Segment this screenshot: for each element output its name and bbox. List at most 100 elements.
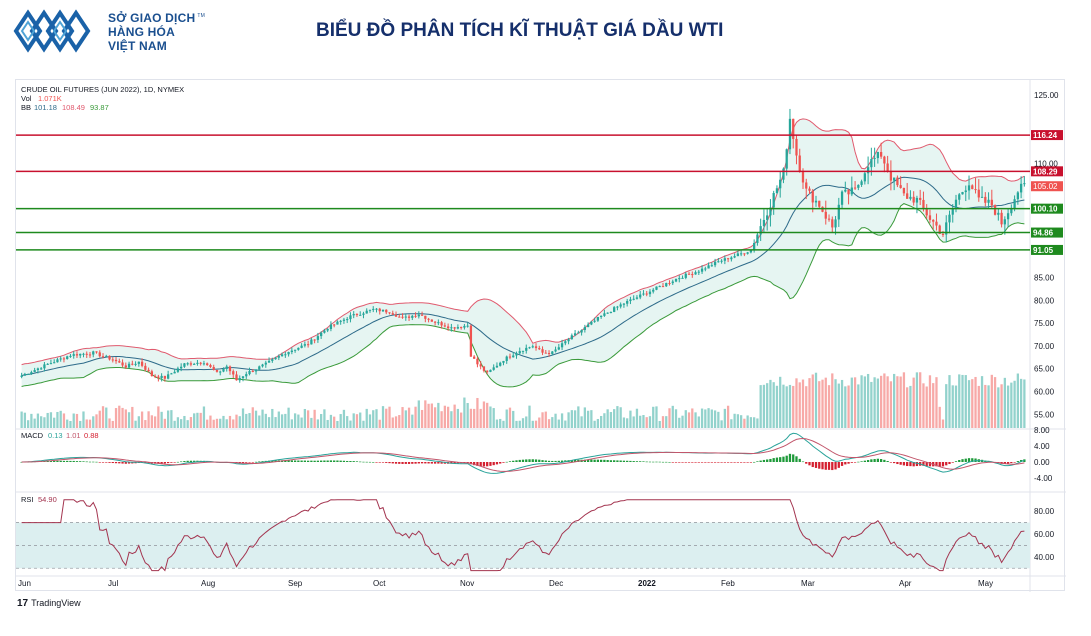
candle-body: [329, 324, 333, 329]
volume-bar: [193, 413, 196, 428]
candle-body: [782, 168, 785, 180]
volume-bar: [56, 411, 59, 428]
macd-label: MACD: [21, 431, 44, 440]
macd-histogram-bar: [619, 460, 622, 462]
macd-histogram-bar: [785, 455, 788, 462]
volume-bar: [739, 415, 743, 428]
macd-histogram-bar: [775, 457, 779, 462]
candle-body: [150, 371, 153, 377]
volume-bar: [101, 406, 105, 428]
candle-body: [599, 315, 603, 317]
candle-body: [473, 356, 476, 359]
volume-bar: [1010, 382, 1013, 428]
org-line-3: VIỆT NAM: [108, 39, 167, 53]
candle-body: [1016, 192, 1020, 200]
macd-histogram-bar: [492, 462, 495, 466]
volume-bar: [293, 413, 297, 428]
candle-body: [792, 118, 795, 139]
volume-bar: [336, 420, 339, 428]
x-axis-tick: 2022: [638, 579, 656, 588]
volume-bar: [88, 419, 92, 428]
volume-bar: [36, 413, 40, 428]
macd-histogram-bar: [814, 462, 818, 468]
volume-bar: [245, 413, 248, 428]
macd-histogram-bar: [749, 462, 753, 463]
candle-body: [72, 354, 75, 356]
candle-body: [202, 363, 206, 365]
volume-bar: [1013, 380, 1016, 428]
macd-histogram-bar: [385, 462, 388, 463]
volume-bar: [365, 408, 368, 428]
macd-histogram-bar: [697, 462, 700, 463]
candle-body: [33, 370, 36, 373]
candle-body: [427, 318, 430, 320]
macd-histogram-bar: [658, 461, 661, 463]
candle-body: [964, 190, 967, 193]
volume-bar: [922, 383, 925, 428]
candle-body: [469, 325, 473, 357]
macd-histogram-bar: [613, 460, 616, 462]
candle-body: [59, 358, 62, 360]
macd-histogram-bar: [889, 462, 893, 463]
candle-body: [645, 293, 648, 295]
volume-bar: [388, 406, 391, 428]
volume-bar: [450, 411, 453, 428]
macd-histogram-bar: [570, 459, 573, 462]
macd-histogram-bar: [700, 462, 704, 463]
candle-body: [922, 199, 925, 209]
macd-histogram-bar: [844, 462, 847, 465]
candle-body: [635, 297, 639, 299]
volume-bar: [320, 414, 323, 428]
macd-histogram-bar: [342, 460, 346, 462]
volume-bar: [323, 409, 326, 428]
volume-bar: [209, 415, 212, 428]
candle-body: [98, 352, 101, 357]
candle-body: [394, 314, 398, 317]
price-axis-tick: 65.00: [1034, 365, 1055, 374]
volume-bar: [453, 404, 456, 428]
macd-histogram-bar: [476, 462, 479, 466]
volume-bar: [310, 417, 313, 428]
macd-histogram-bar: [893, 462, 896, 464]
candle-body: [267, 360, 271, 363]
rsi-line: [21, 499, 1025, 572]
macd-histogram-bar: [121, 462, 124, 464]
volume-bar: [642, 415, 645, 428]
candle-body: [36, 368, 40, 371]
volume-bar: [687, 412, 691, 428]
macd-histogram-bar: [339, 460, 342, 462]
macd-histogram-bar: [193, 460, 196, 462]
x-axis-tick: Dec: [549, 579, 563, 588]
macd-histogram-bar: [502, 462, 505, 463]
macd-histogram-bar: [925, 462, 928, 467]
macd-histogram-bar: [603, 459, 606, 462]
volume-bar: [759, 385, 762, 428]
volume-bar: [544, 411, 547, 428]
macd-histogram-bar: [691, 462, 694, 463]
candle-body: [486, 370, 489, 372]
macd-histogram-bar: [261, 461, 264, 462]
volume-bar: [355, 414, 359, 428]
macd-histogram-bar: [108, 462, 111, 463]
macd-histogram-bar: [668, 461, 671, 463]
candle-body: [521, 350, 525, 352]
candle-body: [232, 371, 235, 375]
candle-body: [499, 362, 502, 366]
macd-histogram-bar: [564, 460, 567, 462]
candle-body: [264, 362, 267, 365]
price-axis-tick: 85.00: [1034, 274, 1055, 283]
macd-histogram-bar: [831, 462, 834, 471]
macd-histogram-bar: [352, 461, 355, 462]
volume-bar: [394, 416, 398, 428]
volume-bar: [531, 420, 534, 428]
candle-body: [417, 314, 420, 317]
candle-body: [811, 190, 814, 203]
macd-axis-tick: 4.00: [1034, 442, 1050, 451]
volume-bar: [264, 413, 267, 428]
volume-bar: [105, 407, 108, 428]
macd-histogram-bar: [544, 460, 547, 462]
candle-body: [66, 356, 69, 359]
volume-bar: [222, 415, 225, 428]
volume-bar: [53, 417, 56, 428]
volume-bar: [430, 403, 433, 428]
